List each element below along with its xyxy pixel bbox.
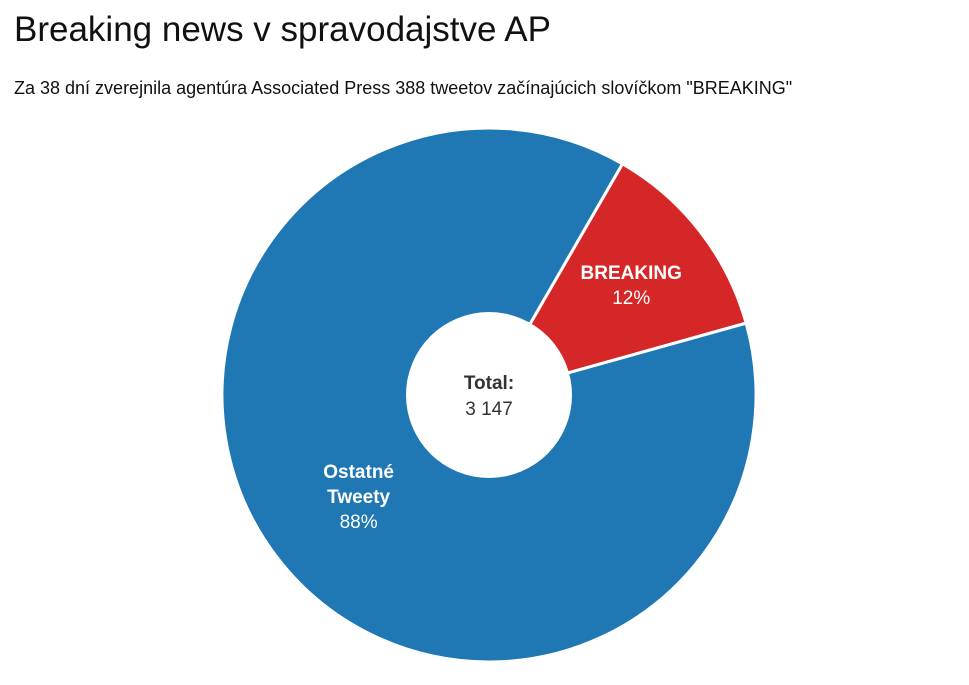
slice-label-percent: 12% [612,288,650,309]
pie-slice-1 [485,161,748,398]
donut-hole [406,312,572,478]
slice-label-name: Ostatné [323,462,394,483]
slice-labels: BREAKING 12% Ostatné Tweety 88% [323,263,682,533]
center-total-value: 3 147 [465,399,513,420]
center-total-title: Total: [464,373,514,394]
slice-label-name: BREAKING [581,263,682,284]
chart-title: Breaking news v spravodajstve AP [14,10,551,49]
slice-label-percent: 88% [340,512,378,533]
slice-label-name: Tweety [327,487,390,508]
chart-subtitle: Za 38 dní zverejnila agentúra Associated… [14,78,793,98]
slice-label-1: BREAKING 12% [581,263,682,309]
slice-label-2: Ostatné Tweety 88% [323,462,394,533]
